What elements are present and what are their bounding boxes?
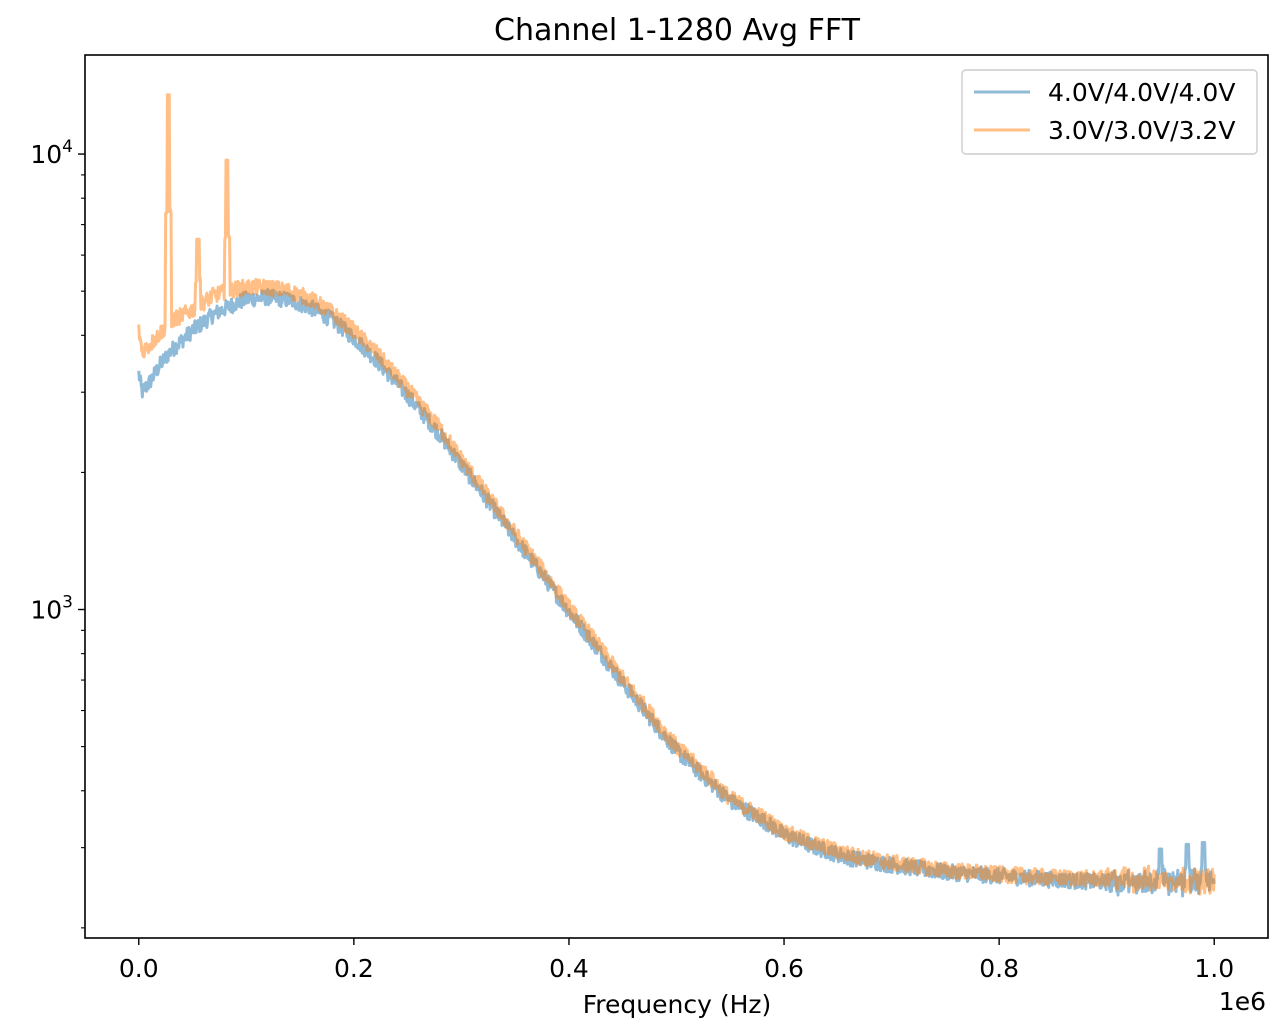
legend-box: [961, 69, 1258, 155]
x-tick-label: 0.8: [979, 954, 1019, 983]
series-line-2: [137, 93, 1216, 896]
y-tick-label: 104: [30, 137, 73, 169]
x-tick-label: 0.0: [119, 954, 159, 983]
x-axis-ticks: 0.0 0.2 0.4 0.6 0.8 1.0: [119, 938, 1234, 983]
plot-area: [137, 93, 1216, 898]
series-layer: [137, 93, 1216, 898]
legend: 4.0V/4.0V/4.0V 3.0V/3.0V/3.2V: [961, 69, 1258, 155]
x-axis-label: Frequency (Hz): [583, 990, 772, 1019]
y-tick-label: 103: [30, 593, 73, 625]
legend-label-1: 4.0V/4.0V/4.0V: [1048, 78, 1235, 107]
x-tick-label: 0.6: [764, 954, 804, 983]
x-tick-label: 0.4: [549, 954, 589, 983]
axes-frame: [84, 54, 1269, 939]
chart-title: Channel 1-1280 Avg FFT: [494, 13, 861, 48]
legend-label-2: 3.0V/3.0V/3.2V: [1048, 116, 1235, 145]
y-axis-ticks: 103 104: [30, 137, 85, 929]
x-tick-label: 1.0: [1194, 954, 1234, 983]
axes-border: [84, 54, 1269, 939]
x-axis-offset-label: 1e6: [1219, 987, 1266, 1016]
x-tick-label: 0.2: [334, 954, 374, 983]
